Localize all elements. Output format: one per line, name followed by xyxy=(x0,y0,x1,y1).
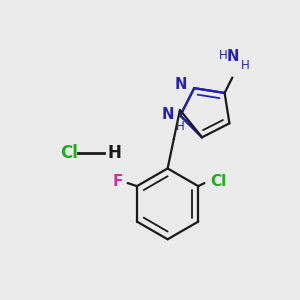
Text: Cl: Cl xyxy=(60,144,78,162)
Text: H: H xyxy=(108,144,122,162)
Text: N: N xyxy=(162,106,174,122)
Text: H: H xyxy=(176,120,184,133)
Text: N: N xyxy=(226,49,238,64)
Text: N: N xyxy=(174,77,187,92)
Text: F: F xyxy=(113,174,123,189)
Text: H: H xyxy=(219,49,228,62)
Text: H: H xyxy=(241,59,250,72)
Text: Cl: Cl xyxy=(211,174,227,189)
